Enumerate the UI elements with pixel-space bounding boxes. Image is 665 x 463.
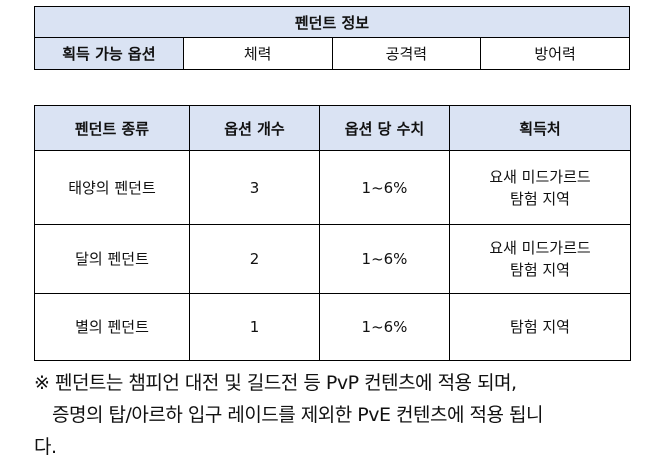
obtainable-options-label: 획득 가능 옵션 [34,37,184,70]
acquisition-source: 요새 미드가르드 탐험 지역 [449,224,631,294]
info-table-title: 펜던트 정보 [34,6,630,38]
footnote: ※ 펜던트는 챔피언 대전 및 길드전 등 PvP 컨텐츠에 적용 되며, 증명… [34,367,662,463]
option-count: 2 [189,224,320,294]
table-row: 별의 펜던트 1 1~6% 탐험 지역 [34,293,631,361]
info-options-row: 획득 가능 옵션 체력 공격력 방어력 [34,37,630,70]
table-row: 태양의 펜던트 3 1~6% 요새 미드가르드 탐험 지역 [34,150,631,225]
option-defense: 방어력 [480,37,630,70]
pendant-name: 별의 펜던트 [34,293,190,361]
option-hp: 체력 [182,37,333,70]
source-line: 탐험 지역 [510,261,570,279]
table-row: 달의 펜던트 2 1~6% 요새 미드가르드 탐험 지역 [34,224,631,294]
pendant-types-table: 펜던트 종류 옵션 개수 옵션 당 수치 획득처 태양의 펜던트 3 1~6% … [34,105,631,361]
option-count: 1 [189,293,320,361]
source-line: 요새 미드가르드 [489,167,591,186]
table-header-row: 펜던트 종류 옵션 개수 옵션 당 수치 획득처 [34,105,631,151]
option-attack: 공격력 [331,37,482,70]
pendant-name: 달의 펜던트 [34,224,190,294]
source-line: 탐험 지역 [510,189,570,208]
header-option-count: 옵션 개수 [189,105,320,151]
pendant-info-table: 펜던트 정보 획득 가능 옵션 체력 공격력 방어력 [34,6,630,70]
option-count: 3 [189,150,320,225]
header-acquisition: 획득처 [449,105,631,151]
acquisition-source: 요새 미드가르드 탐험 지역 [449,150,631,225]
option-value: 1~6% [319,150,450,225]
header-value-per-option: 옵션 당 수치 [319,105,450,151]
source-line: 요새 미드가르드 [489,239,591,257]
option-value: 1~6% [319,293,450,361]
footnote-line: ※ 펜던트는 챔피언 대전 및 길드전 등 PvP 컨텐츠에 적용 되며, [34,372,517,394]
footnote-line: 증명의 탑/아르하 입구 레이드를 제외한 PvE 컨텐츠에 적용 됩니 [52,404,543,426]
footnote-line: 다. [34,436,57,458]
acquisition-source: 탐험 지역 [449,293,631,361]
header-pendant-type: 펜던트 종류 [34,105,190,151]
pendant-name: 태양의 펜던트 [34,150,190,225]
option-value: 1~6% [319,224,450,294]
source-line: 탐험 지역 [510,318,570,336]
info-title-row: 펜던트 정보 [34,6,630,38]
